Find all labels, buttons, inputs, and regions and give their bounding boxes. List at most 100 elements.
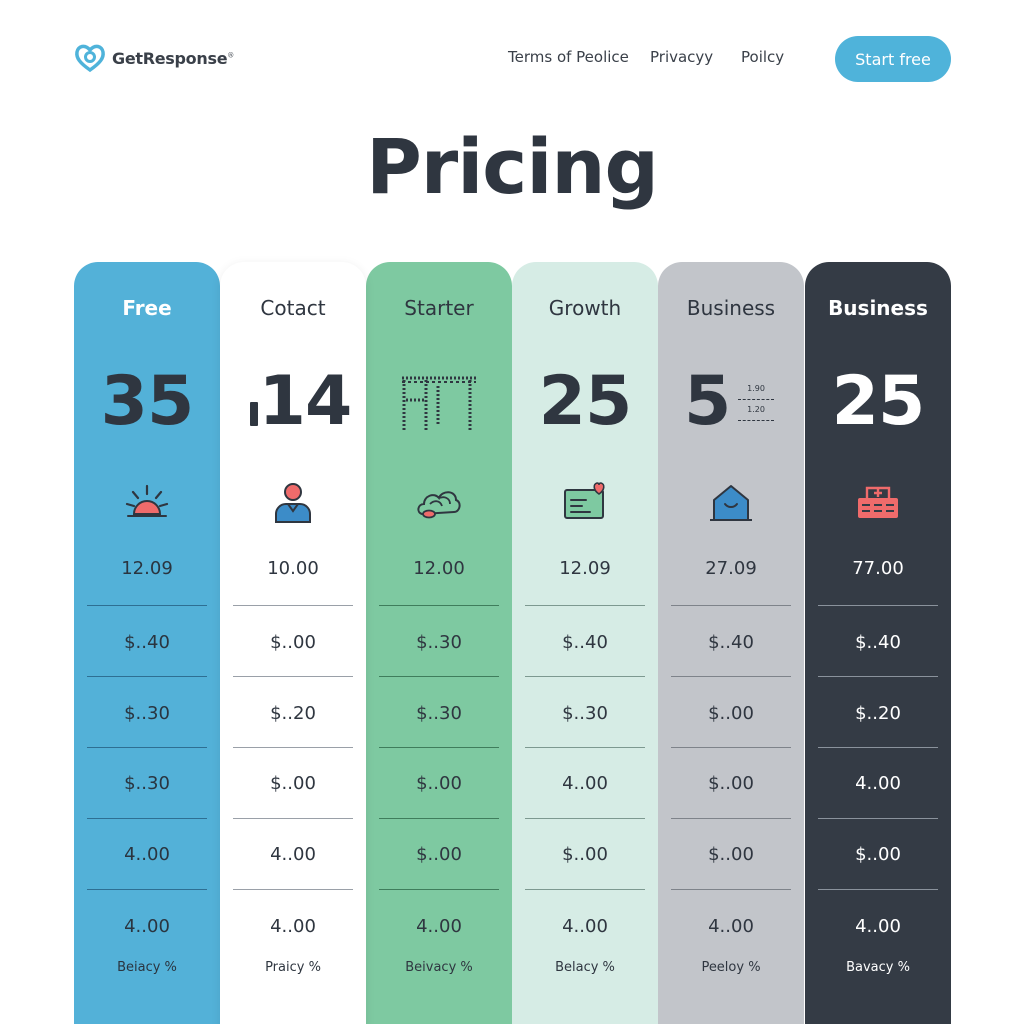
- plan-price: 14: [258, 362, 353, 441]
- plan-row-value: 12.00: [413, 558, 465, 579]
- pricing-table: Free 35 12.09 $..40 $..30 $..30 4..00 4.…: [74, 262, 951, 1024]
- plan-row-value: $..30: [416, 632, 462, 653]
- plan-row-value: $..30: [416, 703, 462, 724]
- plan-row-value: 4..00: [270, 844, 316, 865]
- medical-box-icon: [853, 478, 903, 528]
- plan-card-free[interactable]: Free 35 12.09 $..40 $..30 $..30 4..00 4.…: [74, 262, 220, 1024]
- plan-row-value: 12.09: [121, 558, 173, 579]
- row-divider: [818, 605, 938, 606]
- plan-card-contact[interactable]: Cotact 14 10.00 $..00 $..20 $..00 4..00 …: [220, 262, 366, 1024]
- row-divider: [671, 605, 791, 606]
- price-note: 1.90 1.20: [738, 382, 774, 424]
- sun-icon: [122, 478, 172, 528]
- plan-row-value: 4..00: [270, 916, 316, 937]
- row-divider: [818, 676, 938, 677]
- plan-row-value: 4..00: [562, 916, 608, 937]
- plan-row-value: $..40: [562, 632, 608, 653]
- plan-card-growth[interactable]: Growth 25 12.09 $..40 $..30 4..00 $..00 …: [512, 262, 658, 1024]
- plan-card-business-dark[interactable]: Business 25 77.00 $..40 $..20 4..00 $..0…: [805, 262, 951, 1024]
- plan-row-value: $..00: [708, 773, 754, 794]
- plan-name: Business: [828, 296, 928, 320]
- plan-row-value: 4..00: [562, 773, 608, 794]
- plan-row-value: 4..00: [416, 916, 462, 937]
- plan-row-value: 77.00: [852, 558, 904, 579]
- message-heart-icon: [560, 478, 610, 528]
- plan-row-value: 27.09: [705, 558, 757, 579]
- plan-price: 25: [538, 362, 633, 441]
- top-nav: Terms of Peolice Privacyy Poilcy: [0, 48, 1024, 72]
- row-divider: [87, 818, 207, 819]
- home-icon: [706, 478, 756, 528]
- plan-row-value: 4..00: [708, 916, 754, 937]
- row-divider: [525, 818, 645, 819]
- plan-row-value: 4..00: [855, 773, 901, 794]
- plan-row-value: $..00: [270, 632, 316, 653]
- plan-card-starter[interactable]: Starter 12.00 $..30 $..30 $..00 $..00 4.…: [366, 262, 512, 1024]
- row-divider: [818, 818, 938, 819]
- plan-name: Growth: [548, 296, 622, 320]
- plan-row-value: $..30: [124, 773, 170, 794]
- row-divider: [233, 605, 353, 606]
- start-free-button[interactable]: Start free: [835, 36, 951, 82]
- plan-price: 25: [831, 362, 926, 441]
- brand[interactable]: GetResponse®: [74, 42, 234, 74]
- row-divider: [671, 889, 791, 890]
- row-divider: [379, 818, 499, 819]
- plan-price: 35: [100, 362, 195, 441]
- plan-row-value: 10.00: [267, 558, 319, 579]
- row-divider: [671, 747, 791, 748]
- row-divider: [233, 676, 353, 677]
- plan-row-value: 12.09: [559, 558, 611, 579]
- row-divider: [87, 889, 207, 890]
- plan-footer-text: Peeloy %: [701, 960, 761, 975]
- top-bar: GetResponse® Terms of Peolice Privacyy P…: [0, 0, 1024, 120]
- row-divider: [671, 676, 791, 677]
- row-divider: [818, 747, 938, 748]
- plan-row-value: $..30: [562, 703, 608, 724]
- plan-footer-text: Bavacy %: [846, 960, 910, 975]
- price-glyph-mark: [398, 372, 480, 434]
- brand-name: GetResponse®: [112, 48, 234, 68]
- plan-row-value: $..20: [855, 703, 901, 724]
- page-title: Pricing: [366, 122, 659, 211]
- row-divider: [525, 605, 645, 606]
- plan-row-value: $..30: [124, 703, 170, 724]
- plan-row-value: $..00: [270, 773, 316, 794]
- plan-row-value: $..00: [855, 844, 901, 865]
- row-divider: [525, 889, 645, 890]
- row-divider: [379, 605, 499, 606]
- plan-footer-text: Beivacy %: [405, 960, 473, 975]
- plan-name: Starter: [404, 296, 474, 320]
- plan-name: Free: [122, 296, 172, 320]
- plan-row-value: 4..00: [124, 916, 170, 937]
- row-divider: [379, 676, 499, 677]
- plan-row-value: $..40: [124, 632, 170, 653]
- plan-row-value: $..40: [855, 632, 901, 653]
- plan-name: Business: [686, 296, 776, 320]
- price-note-top: 1.90: [747, 384, 765, 393]
- nav-link-privacy[interactable]: Privacyy: [650, 48, 714, 66]
- plan-row-value: 4..00: [855, 916, 901, 937]
- row-divider: [87, 676, 207, 677]
- user-icon: [268, 478, 318, 528]
- price-prefix-mark: [250, 402, 258, 426]
- row-divider: [818, 889, 938, 890]
- plan-row-value: $..20: [270, 703, 316, 724]
- plan-row-value: $..00: [708, 703, 754, 724]
- nav-link-terms[interactable]: Terms of Peolice: [508, 48, 629, 66]
- plan-row-value: $..00: [416, 773, 462, 794]
- plan-price: 5: [684, 362, 731, 441]
- plan-name: Cotact: [260, 296, 326, 320]
- row-divider: [233, 889, 353, 890]
- row-divider: [87, 747, 207, 748]
- getresponse-logo-icon: [74, 42, 106, 74]
- nav-link-policy[interactable]: Poilcy: [741, 48, 785, 66]
- plan-row-value: $..40: [708, 632, 754, 653]
- plan-footer-text: Praicy %: [265, 960, 321, 975]
- plan-row-value: $..00: [416, 844, 462, 865]
- price-note-bottom: 1.20: [747, 405, 765, 414]
- plan-card-business[interactable]: Business 5 1.90 1.20 27.09 $..40 $..00 $…: [658, 262, 804, 1024]
- row-divider: [87, 605, 207, 606]
- plan-footer-text: Beiacy %: [117, 960, 177, 975]
- row-divider: [525, 747, 645, 748]
